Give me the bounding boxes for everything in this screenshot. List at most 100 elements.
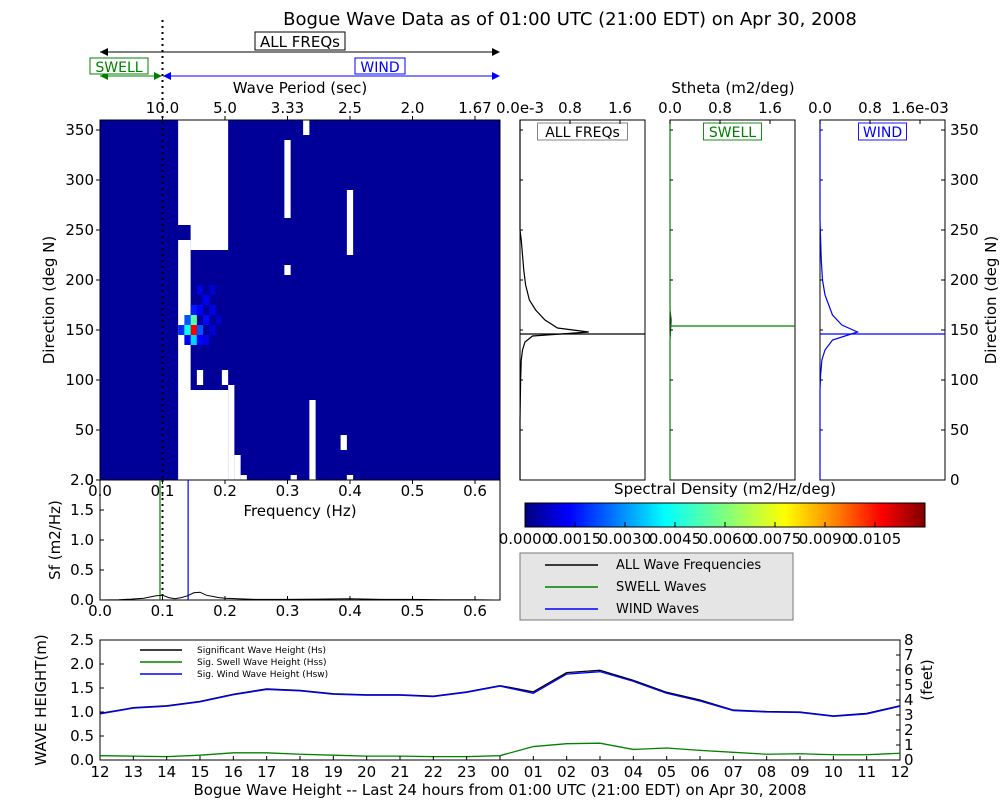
period-tick-label: 3.33: [271, 99, 304, 117]
stheta-wind-x-tick-label: 1.6e-03: [891, 99, 949, 117]
all-freqs-arrow-right-head: [492, 48, 500, 56]
wave-height-swell-line: [99, 742, 901, 758]
heatmap-y-ticks: 0 50 100 150 200 250 300 350: [65, 121, 100, 489]
wave-height-right-tick-label: 8: [904, 631, 914, 649]
stheta-panel-swell: SWELL 0.0 0.8 1.6: [658, 99, 796, 481]
wave-height-legend-label: Sig. Wind Wave Height (Hsw): [197, 670, 328, 680]
wave-height-x-tick-label: 10: [824, 763, 843, 781]
stheta-swell-title: SWELL: [709, 125, 756, 141]
stheta-axis-label: Stheta (m2/deg): [671, 79, 794, 97]
wave-height-y-tick-label: 1.5: [70, 679, 94, 697]
heatmap-y-tick-label: 350: [65, 121, 94, 139]
stheta-wind-x-tick-label: 0.8: [858, 99, 882, 117]
heatmap-peak-cell: [196, 335, 204, 345]
swell-arrow-right-head: [154, 72, 162, 80]
colorbar-tick-label: 0.0060: [699, 530, 752, 548]
heatmap-missing-block: [228, 385, 235, 480]
spectrum-y-tick-label: 0.5: [70, 561, 94, 579]
stheta-wind-title: WIND: [863, 125, 902, 141]
heatmap-peak-cell: [190, 305, 197, 315]
wave-height-y-axis-label: WAVE HEIGHT(m): [32, 634, 50, 765]
frequency-spectrum: 0.00.00.10.10.20.20.30.30.40.40.50.50.60…: [46, 471, 501, 620]
heatmap-y-tick-label: 150: [65, 321, 94, 339]
heatmap-peak-cell: [184, 325, 191, 335]
spectrum-x-tick-label: 0.3: [276, 602, 300, 620]
heatmap-peak-cell: [209, 325, 216, 335]
wave-height-x-tick-label: 23: [457, 763, 476, 781]
wave-height-x-tick-label: 15: [190, 763, 209, 781]
spectrum-y-axis-label: Sf (m2/Hz): [46, 500, 64, 580]
heatmap-y-tick-label: 50: [75, 421, 94, 439]
stheta-wind-frame: [819, 119, 946, 481]
wind-arrow-right-head: [492, 72, 500, 80]
wave-height-y-tick-label: 0.0: [70, 751, 94, 769]
heatmap-missing-block: [178, 390, 229, 480]
spectrum-x-tick-label: 0.2: [213, 602, 237, 620]
period-axis-label: Wave Period (sec): [233, 79, 367, 97]
spectrum-lines: 0.00.00.10.10.20.20.30.30.40.40.50.50.60…: [70, 471, 494, 620]
wave-height-x-tick-label: 09: [790, 763, 809, 781]
colorbar-tick-label: 0.0030: [599, 530, 652, 548]
stheta-all-frame: [519, 119, 646, 481]
stheta-all-title: ALL FREQs: [545, 125, 620, 141]
direction-right-tick-label: 250: [950, 221, 979, 239]
spectrum-x-tick-label: 0.4: [338, 602, 362, 620]
heatmap-missing-block: [178, 120, 229, 225]
wave-height-chart: 12 13 14 15 16 17 18 19 20 21 22 23 00 01 02 03 04 05 06 07…: [32, 631, 936, 799]
spectrum-top-tick-label: 0.1: [151, 482, 175, 500]
heatmap-missing-block: [340, 435, 347, 450]
heatmap-peak-cell: [196, 305, 204, 315]
wave-height-x-tick-label: 06: [690, 763, 709, 781]
colorbar-tick-label: 0.0015: [549, 530, 602, 548]
stheta-swell-x-tick-label: 1.6: [758, 99, 782, 117]
spectrum-top-tick-label: 0.0: [88, 482, 112, 500]
wave-height-x-tick-label: 12: [90, 763, 109, 781]
heatmap-y-tick-label: 300: [65, 171, 94, 189]
wave-height-x-tick-label: 21: [390, 763, 409, 781]
heatmap-missing-block: [190, 225, 229, 250]
wave-height-x-tick-label: 16: [224, 763, 243, 781]
legend-label: SWELL Waves: [616, 580, 707, 595]
spectrum-y-tick-label: 0.0: [70, 591, 94, 609]
spectrum-top-tick-label: 0.5: [401, 482, 425, 500]
colorbar-ticks: 0.00000.00150.00300.00450.00600.00750.00…: [499, 522, 901, 548]
stheta-all-x-tick-label: 0.8: [558, 99, 582, 117]
wave-height-title: Bogue Wave Height -- Last 24 hours from …: [194, 781, 807, 799]
direction-right-tick-label: 300: [950, 171, 979, 189]
heatmap-peak-cell: [209, 305, 216, 315]
direction-right-tick-label: 0: [950, 471, 960, 489]
heatmap-y-tick-label: 100: [65, 371, 94, 389]
wave-height-x-tick-label: 19: [324, 763, 343, 781]
period-ticks: 10.0 5.0 3.33 2.5 2.0 1.67: [146, 99, 492, 120]
direction-right-tick-label: 150: [950, 321, 979, 339]
spectrum-legend: ALL Wave Frequencies SWELL Waves WIND Wave…: [519, 552, 794, 621]
spectrum-x-tick-label: 0.1: [151, 602, 175, 620]
spectrum-top-tick-label: 0.6: [463, 482, 487, 500]
colorbar-tick-label: 0.0075: [749, 530, 802, 548]
spectrum-all-line: [99, 591, 494, 601]
right-direction-axis-label: Direction (deg N): [982, 236, 1000, 365]
heatmap-peak-cell: [203, 335, 210, 345]
direction-right-tick-label: 50: [950, 421, 969, 439]
heatmap-peak-cell: [196, 325, 204, 335]
heatmap-y-tick-label: 0: [84, 471, 94, 489]
period-tick-label: 10.0: [146, 99, 179, 117]
heatmap-peak-cell: [196, 285, 204, 295]
period-tick-label: 1.67: [458, 99, 491, 117]
wind-arrow-left-head: [163, 72, 171, 80]
stheta-panel-wind: WIND 0.0 0.8 1.6e-03 0 50 100 150 200 250 300 350: [808, 99, 979, 489]
swell-box: [89, 57, 149, 75]
heatmap-peak-cell: [203, 295, 210, 305]
stheta-swell-x-tick-label: 0.0: [658, 99, 682, 117]
wave-height-right-tick-label: 3: [904, 706, 914, 724]
wave-height-x-tick-label: 02: [557, 763, 576, 781]
heatmap-peak-cell: [203, 315, 210, 325]
heatmap-missing-block: [221, 370, 229, 385]
heatmap-y-axis-label: Direction (deg N): [40, 236, 58, 365]
stheta-wind-curve: [819, 120, 860, 480]
direction-right-tick-label: 350: [950, 121, 979, 139]
stheta-swell-title-box: [703, 122, 762, 141]
heatmap-peak-cell: [190, 335, 197, 345]
heatmap-cells: [100, 120, 500, 480]
